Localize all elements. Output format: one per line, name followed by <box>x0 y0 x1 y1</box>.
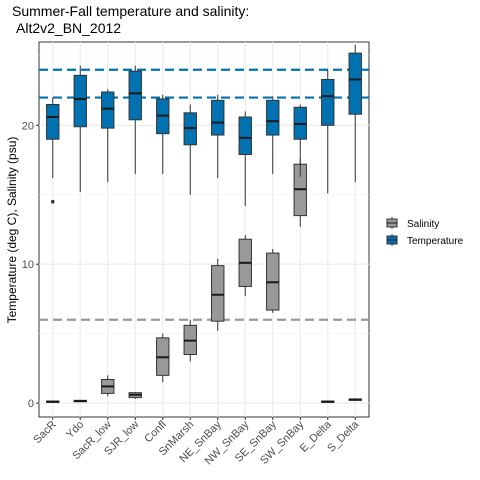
y-tick-label: 0 <box>28 398 34 410</box>
outlier-point <box>51 200 55 204</box>
box-body <box>267 100 279 135</box>
x-tick-label: Ydo <box>64 419 86 441</box>
legend-label: Temperature <box>407 236 464 247</box>
box-body <box>102 92 114 128</box>
x-tick-label: SacR <box>31 419 59 447</box>
y-tick-label: 10 <box>22 259 34 271</box>
chart-subtitle: Alt2v2_BN_2012 <box>16 20 121 36</box>
box-body <box>129 71 141 120</box>
box-body <box>239 117 251 155</box>
box-salinity-ydo <box>74 400 86 401</box>
legend-item-salinity: Salinity <box>387 217 439 230</box>
box-body <box>349 53 361 114</box>
box-salinity-e_delta <box>322 400 334 402</box>
legend-label: Salinity <box>407 219 439 230</box>
legend-item-temperature: Temperature <box>387 234 464 247</box>
box-salinity-sacr <box>47 401 59 402</box>
box-body <box>47 105 59 140</box>
box-body <box>212 100 224 135</box>
box-salinity-confl <box>157 334 169 383</box>
box-salinity-sjr_low <box>129 392 141 399</box>
legend: Salinity Temperature <box>387 217 464 247</box>
y-tick-label: 20 <box>22 120 34 132</box>
x-tick-label: S_Delta <box>325 418 362 455</box>
box-salinity-s_delta <box>349 398 361 401</box>
y-axis: 0 10 20 <box>22 120 39 410</box>
box-salinity-se_snbay <box>267 249 279 313</box>
y-axis-title: Temperature (deg C), Salinity (psu) <box>5 137 19 324</box>
box-body <box>74 75 86 126</box>
chart-title: Summer-Fall temperature and salinity: <box>12 3 249 19</box>
box-body <box>212 266 224 322</box>
box-salinity-ne_snbay <box>212 259 224 331</box>
box-body <box>322 80 334 126</box>
